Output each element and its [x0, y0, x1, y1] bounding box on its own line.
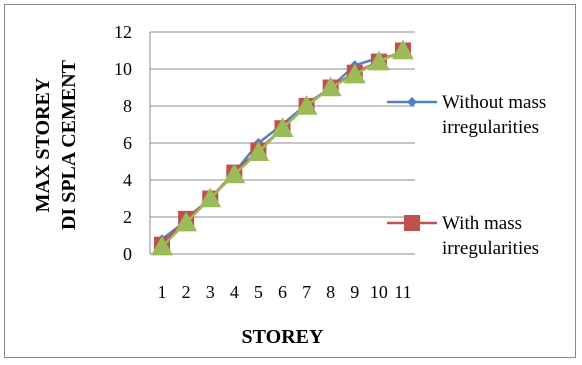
- data-point: [343, 63, 366, 84]
- x-tick-labels: 1 2 3 4 5 6 7 8 9 10 11: [158, 282, 412, 302]
- data-point: [271, 117, 294, 137]
- data-point: [391, 39, 414, 60]
- y-tick-label: 2: [123, 207, 132, 227]
- x-tick-label: 11: [394, 282, 411, 302]
- x-tick-label: 4: [230, 282, 239, 302]
- series-layer: [151, 39, 414, 256]
- x-tick-label: 1: [158, 282, 167, 302]
- legend-entry-1: Without mass irregularities: [387, 92, 546, 138]
- x-tick-label: 5: [254, 282, 263, 302]
- data-point: [151, 235, 174, 256]
- data-point: [175, 211, 198, 232]
- x-tick-label: 9: [350, 282, 359, 302]
- legend-marker: [407, 97, 417, 107]
- y-tick-label: 4: [123, 170, 132, 190]
- series-line: [161, 49, 404, 246]
- y-tick-labels: 0 2 4 6 8 10 12: [114, 22, 132, 264]
- legend-entry-2: With mass irregularities: [387, 213, 539, 259]
- data-point: [319, 76, 342, 97]
- x-axis-title: STOREY: [242, 326, 324, 348]
- series-2: [154, 42, 411, 253]
- y-axis-title-line-2: DI SPLA CEMENT: [58, 59, 80, 230]
- x-tick-label: 3: [206, 282, 215, 302]
- data-point: [247, 141, 270, 162]
- x-tick-label: 7: [302, 282, 311, 302]
- data-point: [199, 187, 222, 208]
- x-tick-label: 8: [326, 282, 335, 302]
- y-tick-label: 8: [123, 96, 132, 116]
- data-point: [295, 95, 318, 115]
- legend-label: With mass: [442, 213, 522, 234]
- y-tick-label: 10: [114, 59, 132, 79]
- legend-marker: [404, 215, 420, 231]
- legend-label: Without mass: [442, 92, 546, 113]
- legend-label: irregularities: [442, 238, 539, 259]
- y-axis-title-line-1: MAX STOREY: [32, 77, 54, 212]
- x-tick-label: 10: [370, 282, 388, 302]
- y-tick-label: 0: [123, 244, 132, 264]
- y-tick-label: 12: [114, 22, 132, 42]
- grid-layer: [149, 31, 415, 255]
- chart-frame: 0 2 4 6 8 10 12 1 2 3 4 5 6 7 8 9 10 11 Without mass irre…: [4, 4, 576, 358]
- data-point: [223, 163, 246, 184]
- x-tick-label: 6: [278, 282, 287, 302]
- legend: Without mass irregularities With mass irreg…: [387, 92, 546, 259]
- series-3: [151, 39, 414, 256]
- legend-label: irregularities: [442, 117, 539, 138]
- y-tick-label: 6: [123, 133, 132, 153]
- x-tick-label: 2: [182, 282, 191, 302]
- data-point: [367, 50, 390, 71]
